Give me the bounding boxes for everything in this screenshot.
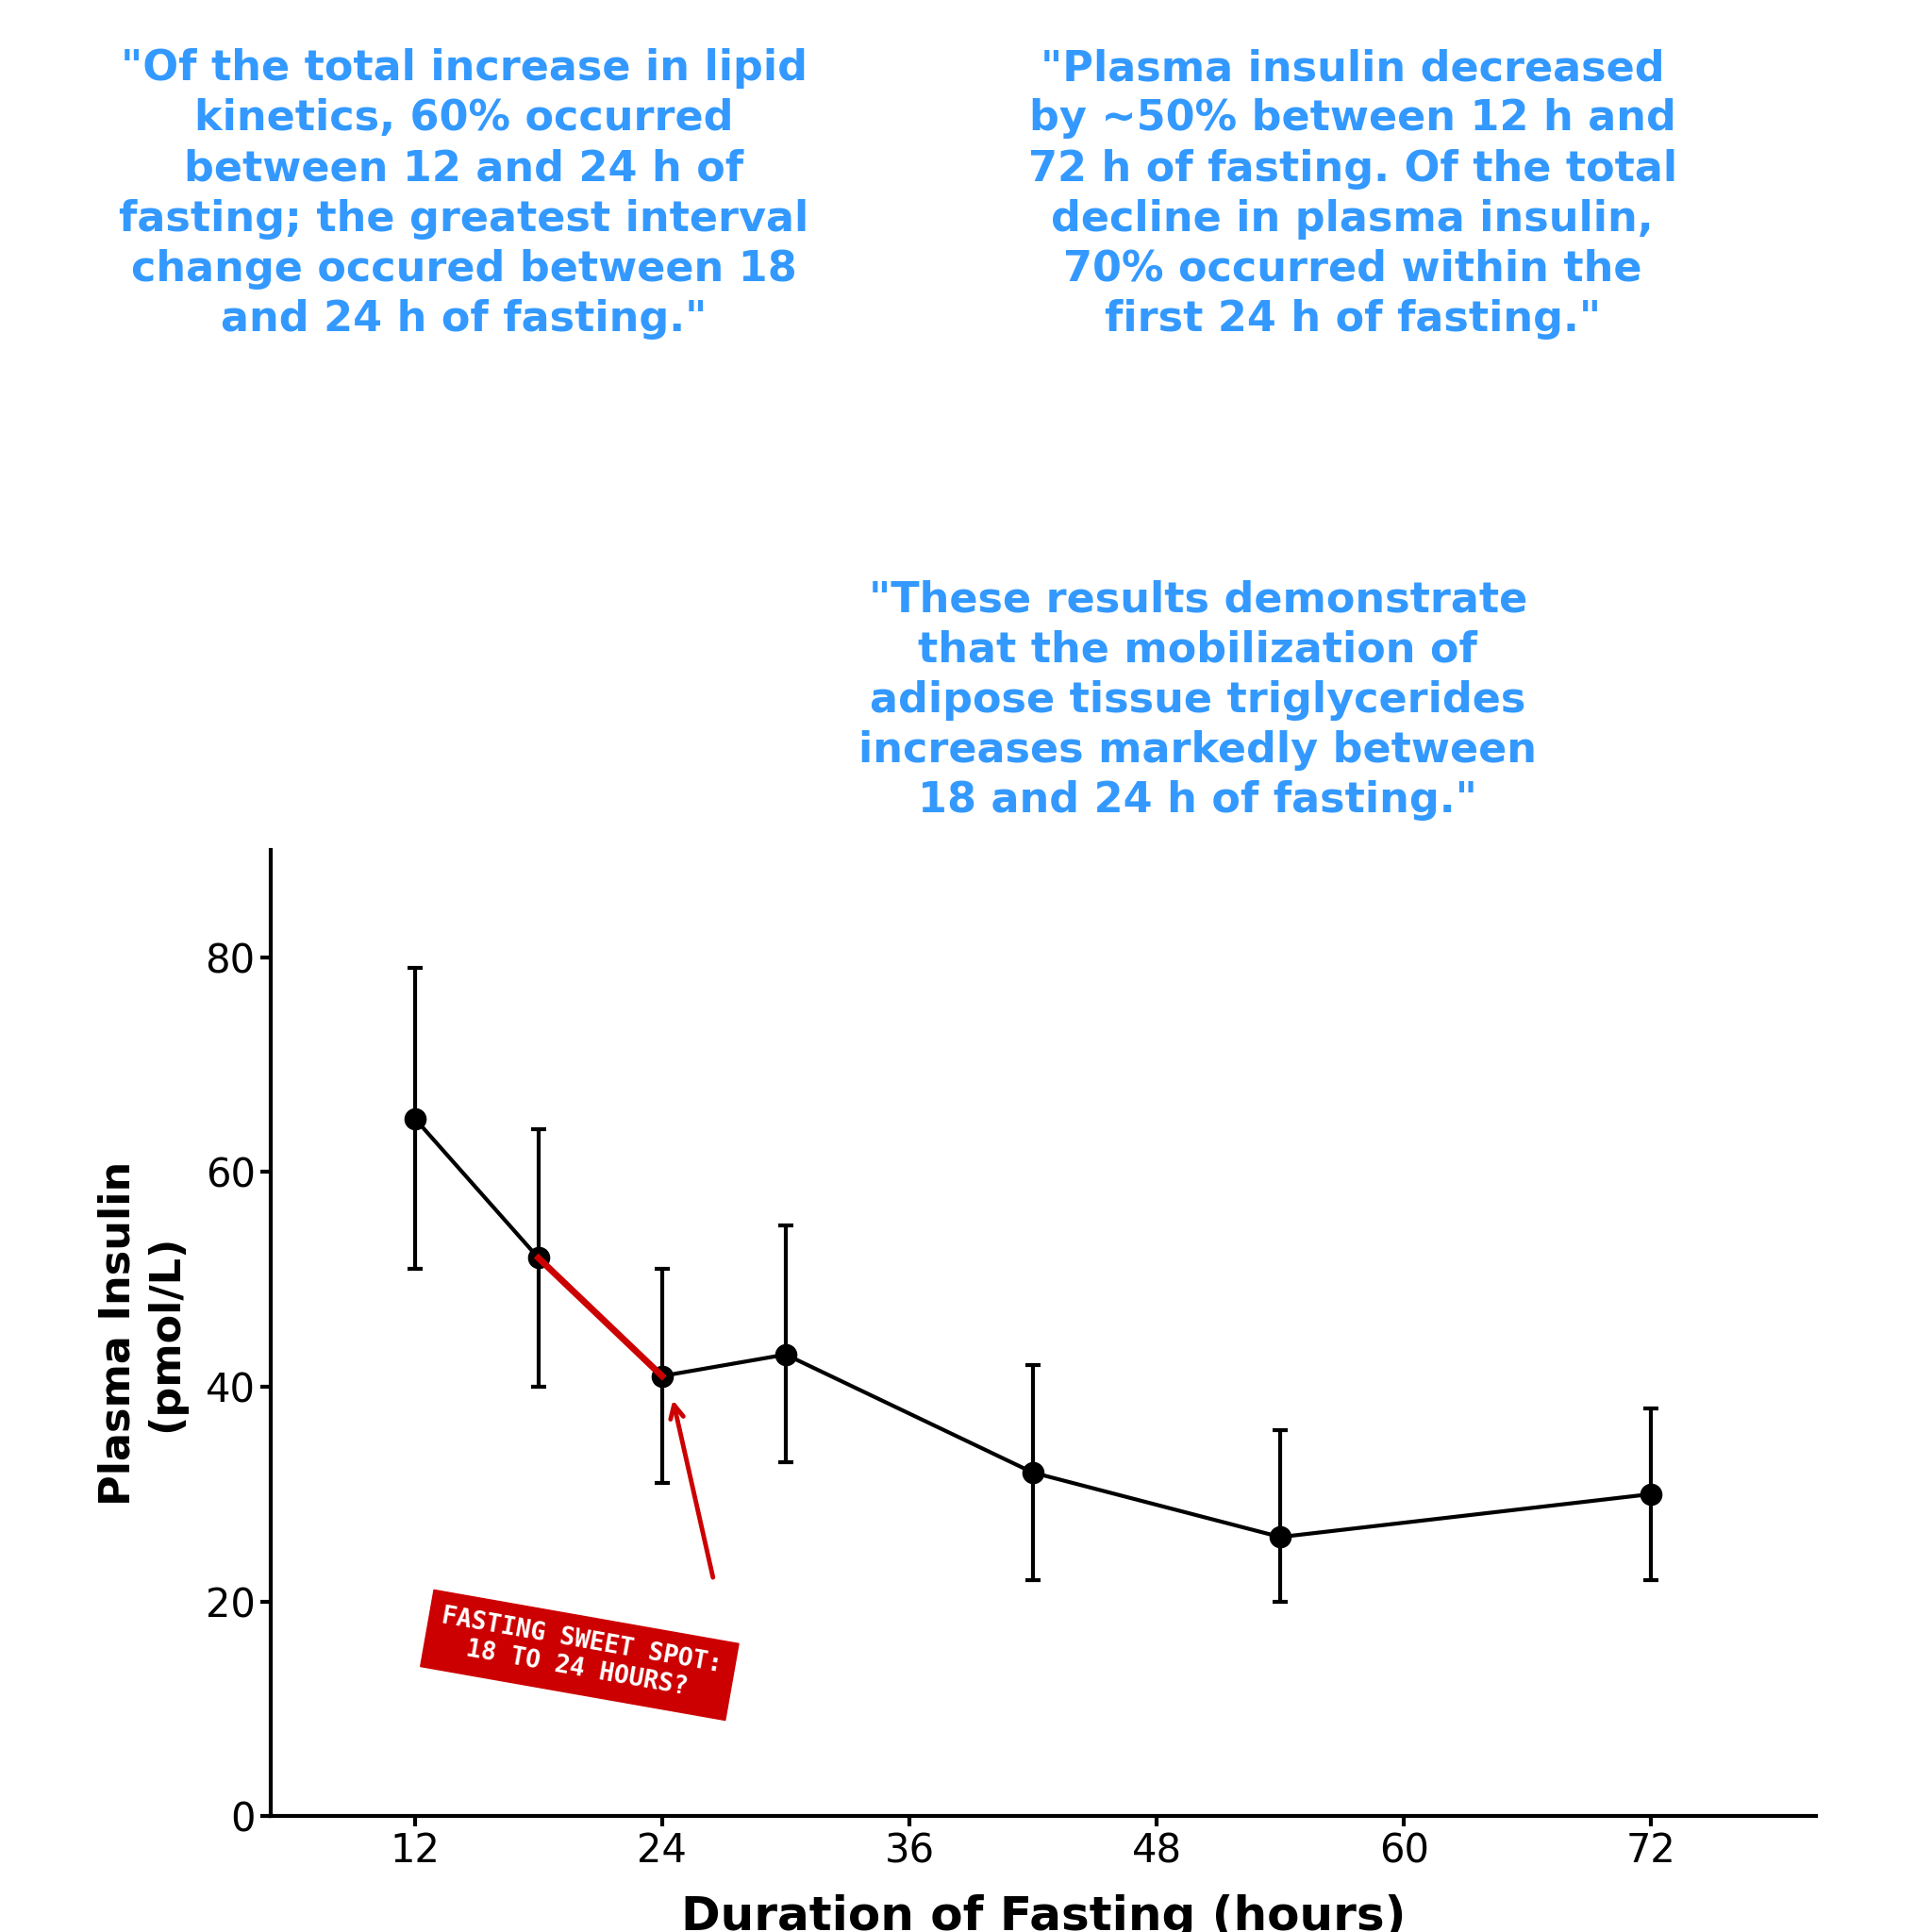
Y-axis label: Plasma Insulin
(pmol/L): Plasma Insulin (pmol/L) [99,1161,185,1505]
Text: "Plasma insulin decreased
by ~50% between 12 h and
72 h of fasting. Of the total: "Plasma insulin decreased by ~50% betwee… [1028,48,1677,340]
Text: "These results demonstrate
that the mobilization of
adipose tissue triglycerides: "These results demonstrate that the mobi… [858,580,1538,821]
X-axis label: Duration of Fasting (hours): Duration of Fasting (hours) [680,1895,1406,1932]
Text: FASTING SWEET SPOT:
18 TO 24 HOURS?: FASTING SWEET SPOT: 18 TO 24 HOURS? [435,1604,724,1706]
Text: "Of the total increase in lipid
kinetics, 60% occurred
between 12 and 24 h of
fa: "Of the total increase in lipid kinetics… [118,48,810,340]
